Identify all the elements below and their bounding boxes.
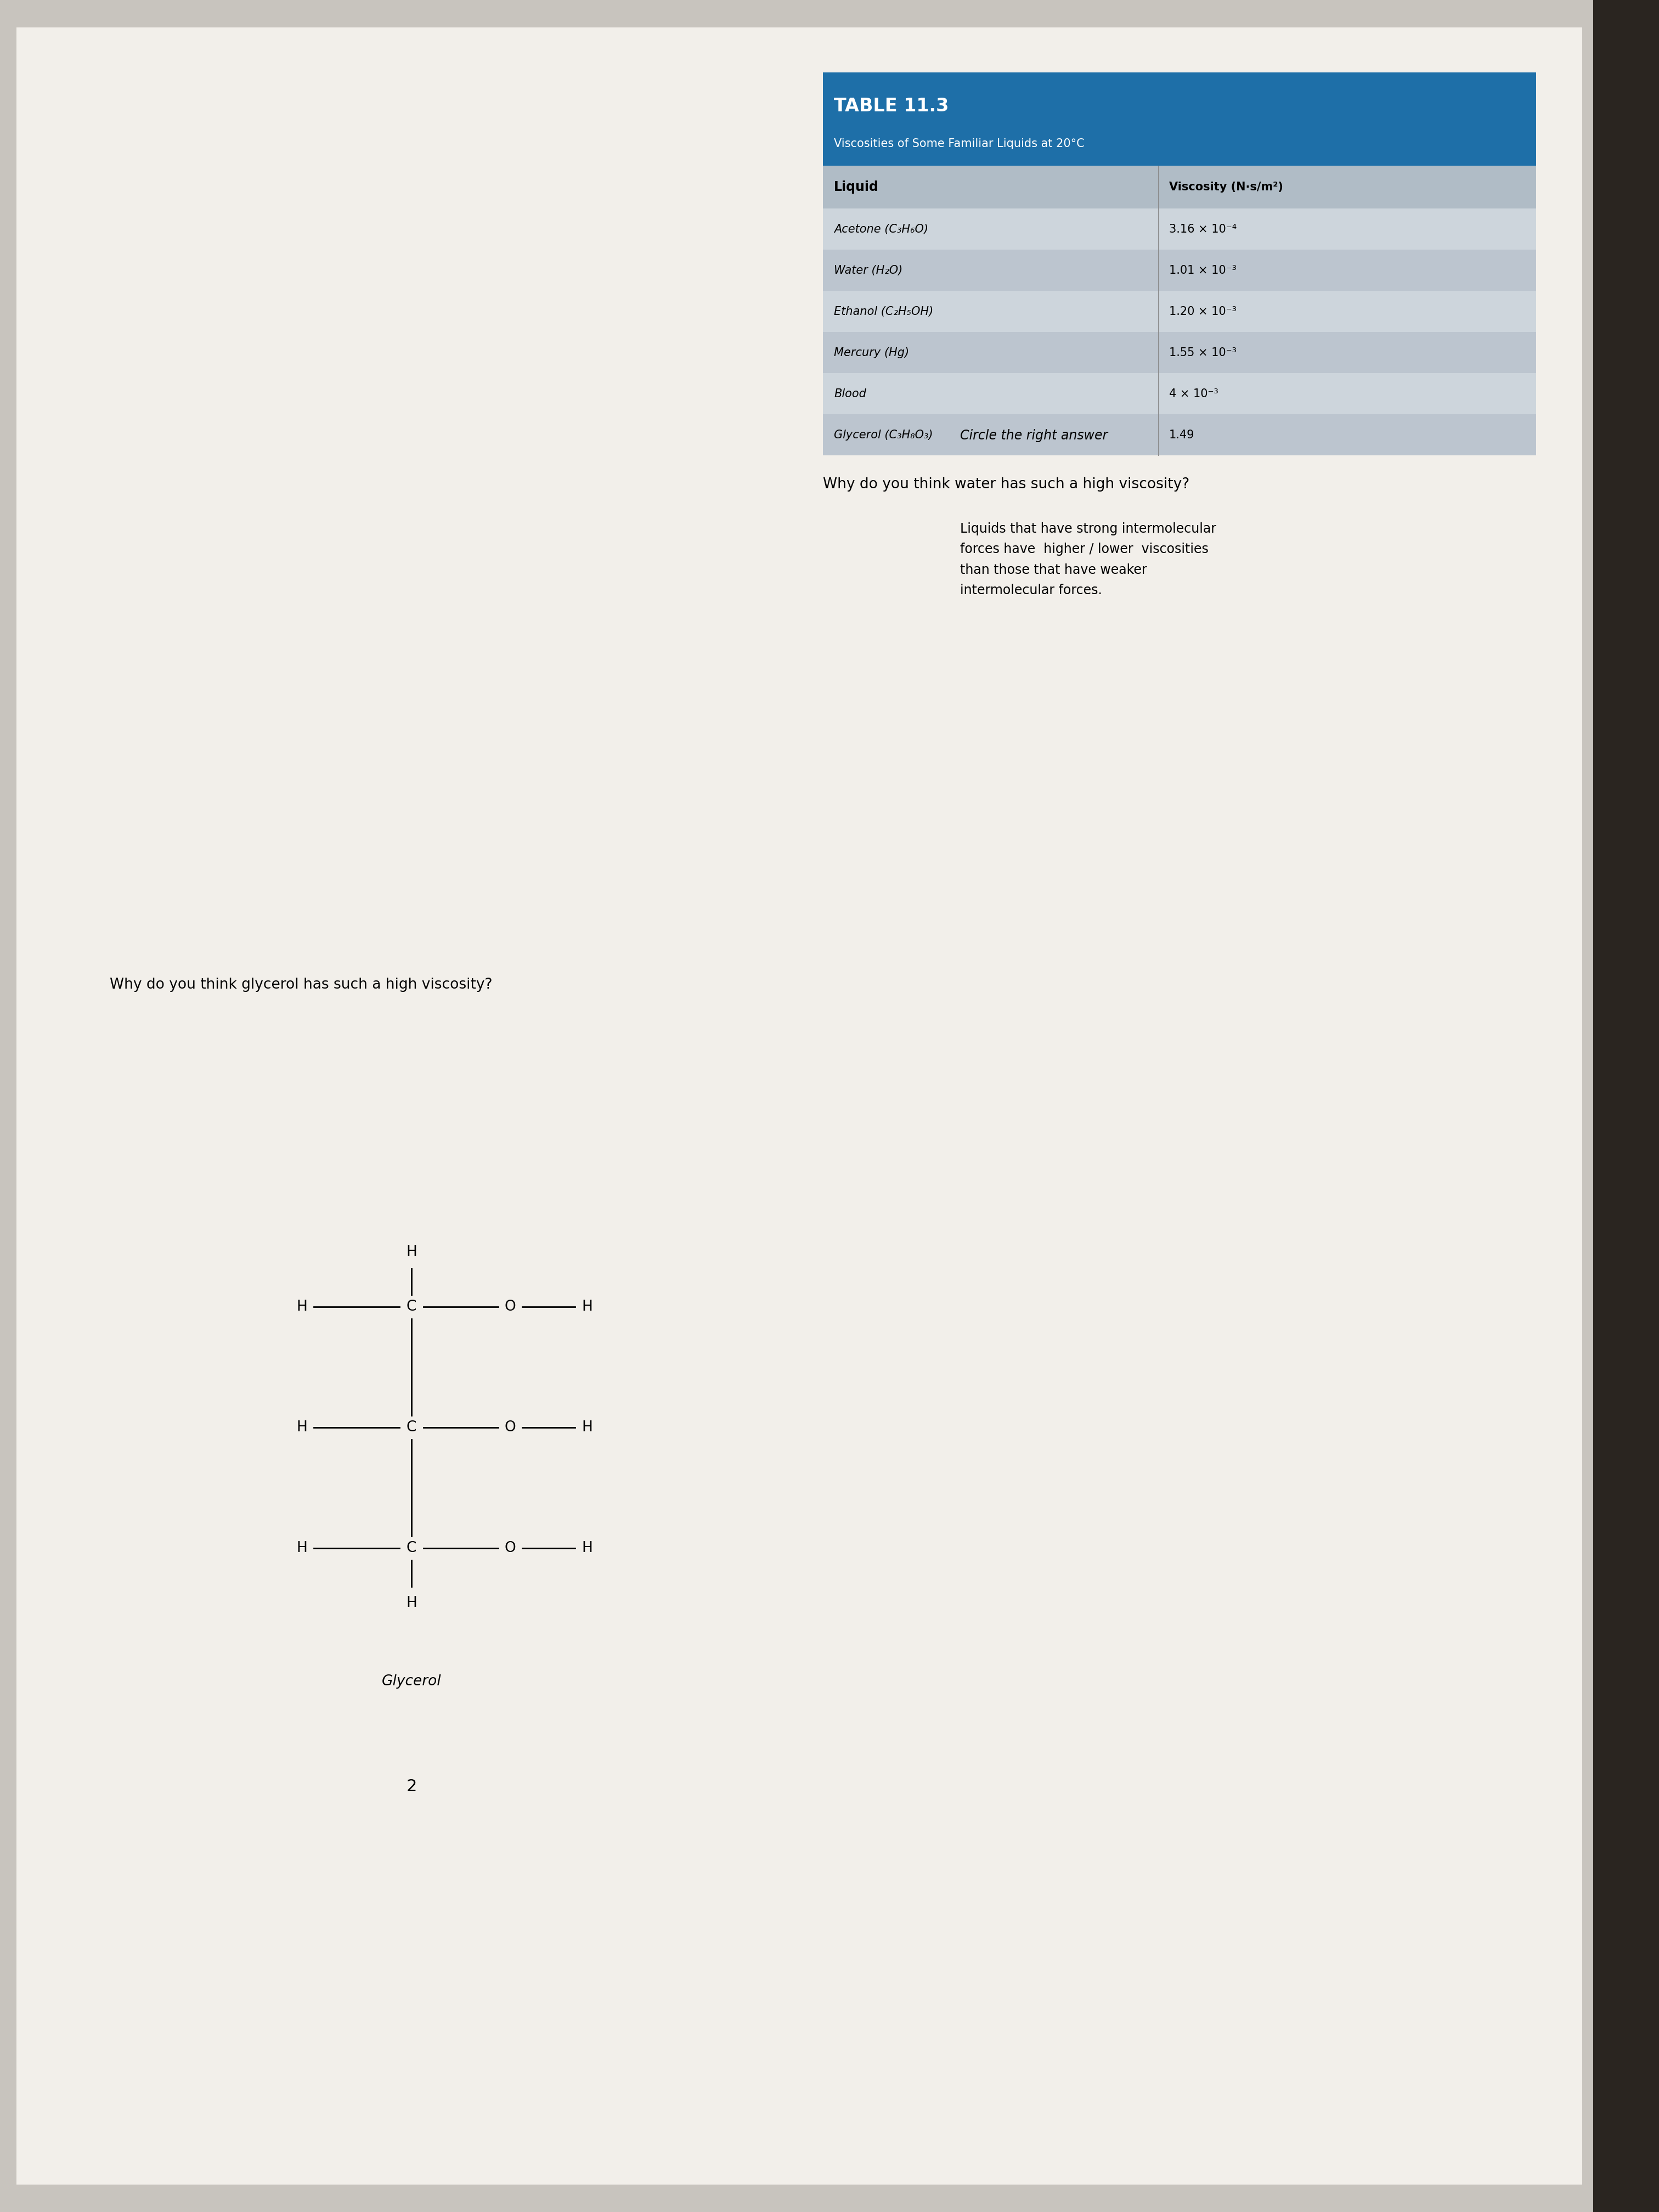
Bar (823, 208, 1536, 250)
Text: 1.20 × 10⁻³: 1.20 × 10⁻³ (1170, 305, 1236, 316)
Text: C: C (406, 1420, 416, 1436)
Text: Blood: Blood (834, 387, 866, 398)
Text: H: H (297, 1420, 307, 1436)
Text: H: H (406, 1245, 416, 1259)
Text: 1.01 × 10⁻³: 1.01 × 10⁻³ (1170, 265, 1236, 276)
Text: C: C (406, 1301, 416, 1314)
Text: Circle the right answer: Circle the right answer (961, 429, 1108, 442)
Text: Why do you think water has such a high viscosity?: Why do you think water has such a high v… (823, 478, 1190, 491)
Text: Mercury (Hg): Mercury (Hg) (834, 347, 909, 358)
Text: Glycerol: Glycerol (382, 1674, 441, 1688)
Bar (823, 290, 1536, 332)
Bar (823, 374, 1536, 414)
Text: H: H (406, 1595, 416, 1610)
Text: O: O (504, 1301, 516, 1314)
Text: H: H (582, 1420, 592, 1436)
Text: Ethanol (C₂H₅OH): Ethanol (C₂H₅OH) (834, 305, 934, 316)
Text: H: H (582, 1301, 592, 1314)
Text: 1.55 × 10⁻³: 1.55 × 10⁻³ (1170, 347, 1236, 358)
Text: 4 × 10⁻³: 4 × 10⁻³ (1170, 387, 1218, 398)
Text: Liquids that have strong intermolecular
forces have  higher / lower  viscosities: Liquids that have strong intermolecular … (961, 522, 1216, 597)
Text: H: H (297, 1301, 307, 1314)
Text: 2: 2 (406, 1778, 416, 1794)
Text: Glycerol (C₃H₈O₃): Glycerol (C₃H₈O₃) (834, 429, 932, 440)
Bar (823, 332, 1536, 374)
Bar (823, 250, 1536, 290)
Bar (823, 414, 1536, 456)
Bar (823, 73, 1536, 166)
Text: C: C (406, 1542, 416, 1555)
Text: Acetone (C₃H₆O): Acetone (C₃H₆O) (834, 223, 929, 234)
Text: Viscosities of Some Familiar Liquids at 20°C: Viscosities of Some Familiar Liquids at … (834, 139, 1085, 148)
Bar (1593, 0, 1659, 2212)
Text: Water (H₂O): Water (H₂O) (834, 265, 902, 276)
Text: TABLE 11.3: TABLE 11.3 (834, 97, 949, 115)
Text: H: H (297, 1542, 307, 1555)
Text: 1.49: 1.49 (1170, 429, 1194, 440)
Text: 3.16 × 10⁻⁴: 3.16 × 10⁻⁴ (1170, 223, 1236, 234)
Text: Viscosity (N·s/m²): Viscosity (N·s/m²) (1170, 181, 1282, 192)
Bar (823, 166, 1536, 208)
Text: O: O (504, 1542, 516, 1555)
Text: H: H (582, 1542, 592, 1555)
Text: Liquid: Liquid (834, 181, 879, 195)
Text: O: O (504, 1420, 516, 1436)
Text: Why do you think glycerol has such a high viscosity?: Why do you think glycerol has such a hig… (109, 978, 493, 991)
